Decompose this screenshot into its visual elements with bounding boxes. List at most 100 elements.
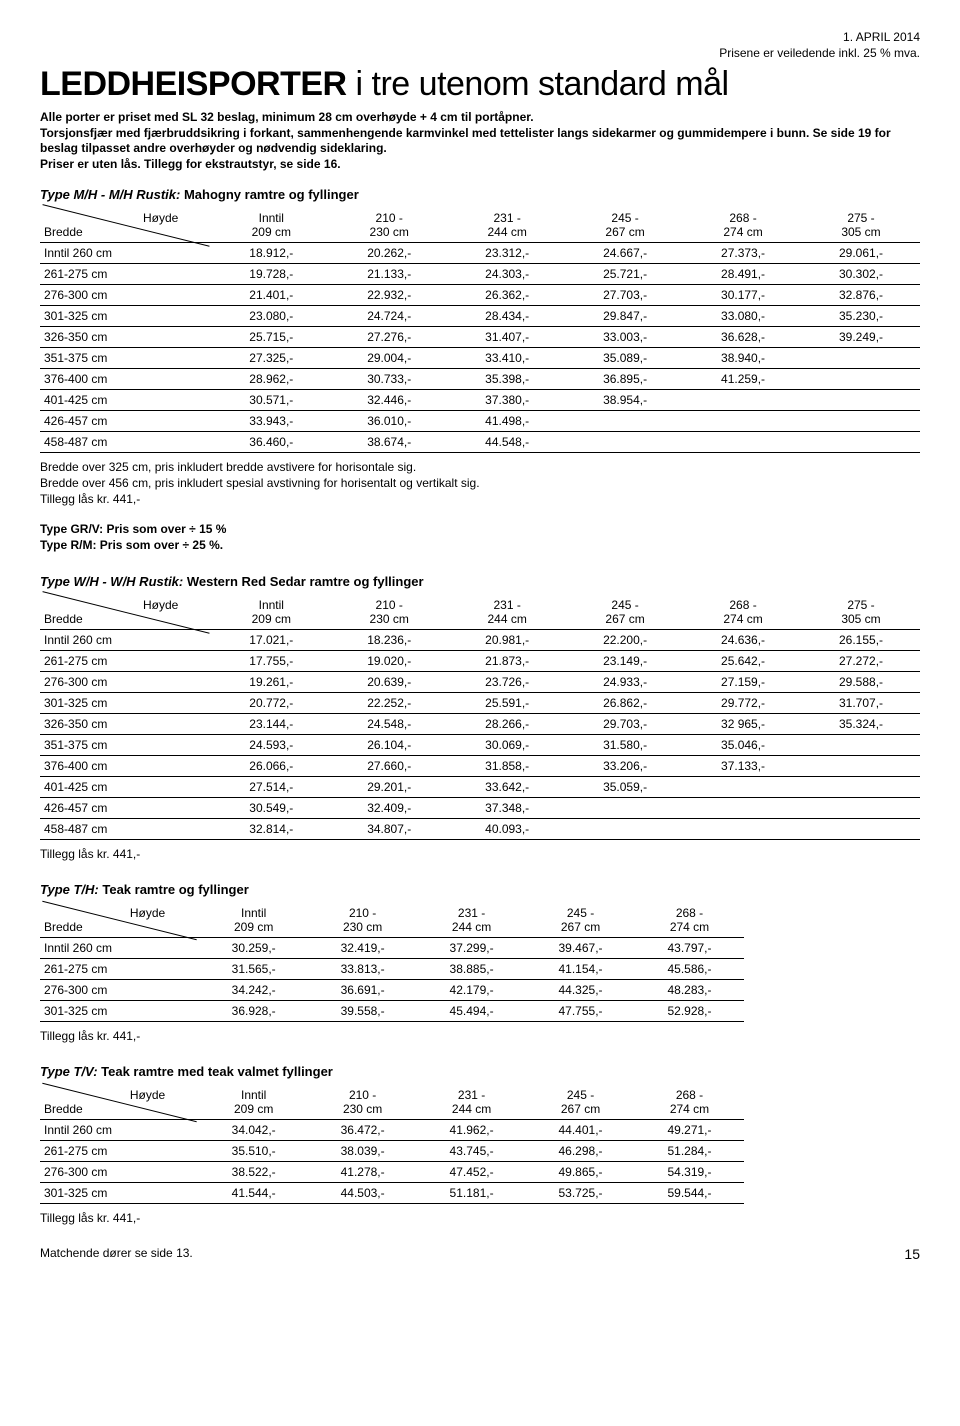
col-header: HøydeBredde (40, 595, 212, 630)
price-cell (684, 431, 802, 452)
table-row: 458-487 cm32.814,-34.807,-40.093,- (40, 818, 920, 839)
price-cell: 48.283,- (635, 979, 744, 1000)
price-cell: 27.660,- (330, 755, 448, 776)
col-header: 275 -305 cm (802, 595, 920, 630)
price-cell: 31.858,- (448, 755, 566, 776)
table-row: Inntil 260 cm18.912,-20.262,-23.312,-24.… (40, 242, 920, 263)
price-cell (802, 797, 920, 818)
price-cell (802, 818, 920, 839)
price-cell: 32 965,- (684, 713, 802, 734)
price-cell: 44.548,- (448, 431, 566, 452)
price-cell (566, 797, 684, 818)
price-cell: 44.503,- (308, 1182, 417, 1203)
col-header: 275 -305 cm (802, 208, 920, 243)
price-cell: 25.715,- (212, 326, 330, 347)
row-label: 301-325 cm (40, 305, 212, 326)
price-cell: 36.928,- (199, 1000, 308, 1021)
table-row: Inntil 260 cm34.042,-36.472,-41.962,-44.… (40, 1119, 744, 1140)
row-label: 426-457 cm (40, 797, 212, 818)
price-cell: 23.144,- (212, 713, 330, 734)
tv-table: HøydeBreddeInntil209 cm210 -230 cm231 -2… (40, 1085, 744, 1204)
price-cell: 36.010,- (330, 410, 448, 431)
price-cell: 32.876,- (802, 284, 920, 305)
price-cell: 29.061,- (802, 242, 920, 263)
price-cell (684, 389, 802, 410)
row-label: 261-275 cm (40, 263, 212, 284)
col-header: 268 -274 cm (635, 1085, 744, 1120)
price-cell: 27.703,- (566, 284, 684, 305)
price-cell: 38.885,- (417, 958, 526, 979)
th-notes: Tillegg lås kr. 441,- (40, 1028, 920, 1044)
col-header: 231 -244 cm (448, 595, 566, 630)
price-cell: 20.772,- (212, 692, 330, 713)
table-row: 301-325 cm23.080,-24.724,-28.434,-29.847… (40, 305, 920, 326)
price-cell: 24.303,- (448, 263, 566, 284)
table-row: 261-275 cm19.728,-21.133,-24.303,-25.721… (40, 263, 920, 284)
price-cell: 24.724,- (330, 305, 448, 326)
col-header: 268 -274 cm (635, 903, 744, 938)
price-cell: 38.522,- (199, 1161, 308, 1182)
mh-note-1: Bredde over 456 cm, pris inkludert spesi… (40, 475, 920, 491)
price-cell: 51.181,- (417, 1182, 526, 1203)
price-cell: 46.298,- (526, 1140, 635, 1161)
row-label: 261-275 cm (40, 1140, 199, 1161)
table-row: 426-457 cm33.943,-36.010,-41.498,- (40, 410, 920, 431)
price-cell (802, 347, 920, 368)
price-cell: 37.133,- (684, 755, 802, 776)
price-cell: 22.200,- (566, 629, 684, 650)
price-cell: 23.726,- (448, 671, 566, 692)
table-row: 261-275 cm17.755,-19.020,-21.873,-23.149… (40, 650, 920, 671)
price-cell: 30.571,- (212, 389, 330, 410)
price-cell: 43.745,- (417, 1140, 526, 1161)
price-cell: 30.549,- (212, 797, 330, 818)
price-cell (566, 410, 684, 431)
price-cell: 30.069,- (448, 734, 566, 755)
col-header: 231 -244 cm (417, 1085, 526, 1120)
price-cell: 31.407,- (448, 326, 566, 347)
price-cell (566, 431, 684, 452)
th-note-0: Tillegg lås kr. 441,- (40, 1028, 920, 1044)
price-cell: 36.472,- (308, 1119, 417, 1140)
table-row: 301-325 cm20.772,-22.252,-25.591,-26.862… (40, 692, 920, 713)
intro-line-2: Priser er uten lås. Tillegg for ekstraut… (40, 157, 920, 173)
table-row: 351-375 cm27.325,-29.004,-33.410,-35.089… (40, 347, 920, 368)
price-cell: 26.066,- (212, 755, 330, 776)
price-cell: 23.149,- (566, 650, 684, 671)
footer: Matchende dører se side 13. 15 (40, 1246, 920, 1262)
col-header: 210 -230 cm (308, 903, 417, 938)
price-cell: 35.324,- (802, 713, 920, 734)
row-label: 276-300 cm (40, 1161, 199, 1182)
intro-line-1: Torsjonsfjær med fjærbruddsikring i fork… (40, 126, 920, 157)
table-row: 301-325 cm41.544,-44.503,-51.181,-53.725… (40, 1182, 744, 1203)
price-cell: 35.089,- (566, 347, 684, 368)
price-cell: 49.271,- (635, 1119, 744, 1140)
price-cell: 49.865,- (526, 1161, 635, 1182)
mh-after: Type GR/V: Pris som over ÷ 15 % Type R/M… (40, 521, 920, 553)
table-row: 351-375 cm24.593,-26.104,-30.069,-31.580… (40, 734, 920, 755)
price-cell: 36.628,- (684, 326, 802, 347)
price-cell (802, 734, 920, 755)
price-cell: 38.954,- (566, 389, 684, 410)
col-header: 231 -244 cm (448, 208, 566, 243)
price-cell: 41.259,- (684, 368, 802, 389)
intro-block: Alle porter er priset med SL 32 beslag, … (40, 110, 920, 172)
mh-note-0: Bredde over 325 cm, pris inkludert bredd… (40, 459, 920, 475)
price-cell: 39.558,- (308, 1000, 417, 1021)
price-cell: 33.080,- (684, 305, 802, 326)
col-header: Inntil209 cm (212, 208, 330, 243)
intro-line-0: Alle porter er priset med SL 32 beslag, … (40, 110, 920, 126)
price-cell: 41.498,- (448, 410, 566, 431)
tv-notes: Tillegg lås kr. 441,- (40, 1210, 920, 1226)
row-label: 326-350 cm (40, 713, 212, 734)
price-cell: 53.725,- (526, 1182, 635, 1203)
price-cell: 18.912,- (212, 242, 330, 263)
price-cell (684, 797, 802, 818)
table-row: 401-425 cm27.514,-29.201,-33.642,-35.059… (40, 776, 920, 797)
table-row: 376-400 cm26.066,-27.660,-31.858,-33.206… (40, 755, 920, 776)
price-cell: 23.080,- (212, 305, 330, 326)
price-cell: 35.046,- (684, 734, 802, 755)
price-cell: 25.642,- (684, 650, 802, 671)
price-cell: 25.721,- (566, 263, 684, 284)
mh-after-1: Type R/M: Pris som over ÷ 25 %. (40, 537, 920, 553)
price-cell: 39.249,- (802, 326, 920, 347)
